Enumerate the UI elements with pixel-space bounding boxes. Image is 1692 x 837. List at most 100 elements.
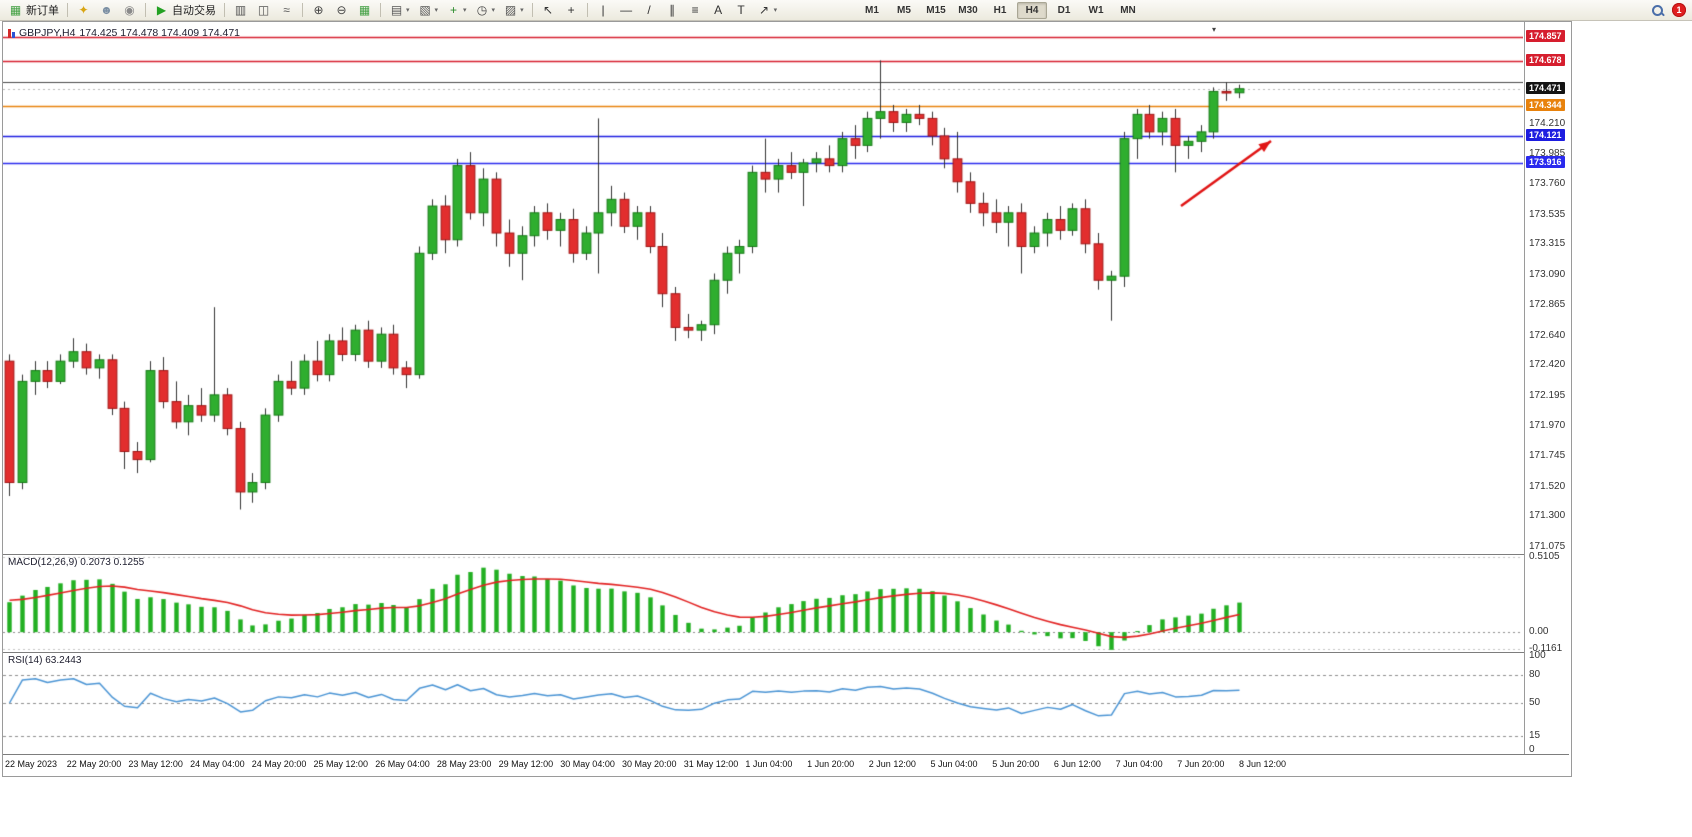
templates-icon: ▨	[504, 3, 517, 17]
price-tick-label: 171.745	[1529, 450, 1566, 462]
profiles-button[interactable]: ▧ ▾	[414, 0, 443, 20]
price-tick-label: 173.760	[1529, 178, 1566, 190]
horizontal-line-icon: —	[620, 3, 633, 17]
templates-button[interactable]: ▨ ▾	[499, 0, 528, 20]
price-tick-label: 174.210	[1529, 117, 1566, 129]
trendline-button[interactable]: /	[638, 0, 661, 20]
timeframe-m15-button[interactable]: M15	[926, 4, 946, 16]
person-icon-icon: ☻	[100, 3, 113, 17]
new-chart-icon: ▤	[390, 3, 403, 17]
rsi-tick-label: 100	[1529, 650, 1546, 661]
timeframe-mn-button[interactable]: MN	[1120, 4, 1136, 16]
time-axis-label: 24 May 04:00	[190, 759, 245, 769]
price-scale[interactable]: 174.210 173.985 173.760 173.535 173.315 173.0…	[1524, 22, 1571, 755]
zoom-out-button[interactable]: ⊖	[330, 0, 353, 20]
toolbar-separator	[380, 3, 381, 17]
vertical-line-button[interactable]: |	[592, 0, 615, 20]
bar-chart-icon: ▥	[234, 3, 247, 17]
cursor-button[interactable]: ↖	[537, 0, 560, 20]
horizontal-line-button[interactable]: —	[615, 0, 638, 20]
symbol-icon	[8, 28, 15, 38]
bar-chart-button[interactable]: ▥	[229, 0, 252, 20]
line-chart-button[interactable]: ≈	[275, 0, 298, 20]
dropdown-caret-icon: ▾	[434, 7, 439, 14]
time-axis-label: 29 May 12:00	[498, 759, 554, 769]
refresh-icon-button[interactable]: ◉	[118, 0, 141, 20]
channel-button[interactable]: ∥	[661, 0, 684, 20]
time-axis-label: 30 May 04:00	[560, 759, 615, 769]
timeframe-m5-button[interactable]: M5	[897, 4, 911, 16]
lightbulb-icon-icon: ✦	[78, 3, 89, 17]
price-tick-label: 172.865	[1529, 299, 1566, 311]
rsi-indicator-canvas[interactable]	[3, 653, 1523, 753]
dropdown-caret-icon: ▾	[520, 7, 524, 14]
timeframe-w1-button[interactable]: W1	[1088, 4, 1104, 16]
timeframe-d1-button[interactable]: D1	[1057, 4, 1071, 16]
rsi-tick-label: 80	[1529, 668, 1541, 680]
arrows-button[interactable]: ↗ ▾	[753, 0, 782, 20]
person-icon-button[interactable]: ☻	[95, 0, 118, 20]
fibonacci-button[interactable]: ≡	[684, 0, 707, 20]
rsi-indicator-label: RSI(14) 63.2443	[8, 655, 82, 666]
timeframe-m30-button[interactable]: M30	[958, 4, 978, 16]
price-chart-canvas[interactable]	[3, 24, 1523, 554]
price-tick-label: 172.195	[1529, 389, 1566, 401]
rsi-tick-label: 50	[1529, 697, 1541, 708]
macd-indicator-canvas[interactable]	[3, 555, 1523, 652]
chart-title-symbol: GBPJPY,H4	[19, 27, 76, 39]
notification-badge[interactable]: 1	[1672, 3, 1686, 17]
text-button[interactable]: A	[707, 0, 730, 20]
time-axis-label: 2 Jun 12:00	[868, 759, 916, 769]
time-axis-label: 30 May 20:00	[622, 759, 677, 769]
periods-button[interactable]: ◷ ▾	[471, 0, 500, 20]
pane-separator[interactable]	[3, 554, 1524, 555]
text-icon: A	[714, 3, 723, 17]
autotrading-button[interactable]: ▶ 自动交易	[150, 0, 220, 20]
toolbar: ▦ 新订单 ✦ ☻ ◉ ▶ 自动交易 ▥ ◫ ≈ ⊕ ⊖ ▦ ▤ ▾ ▧ ▾ + ▾ ◷ ▾ ▨ ▾ ↖ + | — / ∥ ≡ A T ↗ ▾ …	[0, 0, 1692, 21]
vertical-line-icon: |	[601, 3, 605, 17]
chart-window: GBPJPY,H4 174.425 174.478 174.409 174.47…	[2, 21, 1572, 777]
toolbar-separator	[224, 3, 225, 17]
price-level-badge: 174.857	[1526, 29, 1565, 42]
new-chart-button[interactable]: ▤ ▾	[385, 0, 414, 20]
time-axis-label: 5 Jun 04:00	[930, 759, 978, 769]
candlestick-chart-button[interactable]: ◫	[252, 0, 275, 20]
rsi-tick-label: 15	[1529, 729, 1541, 741]
timeframe-h4-button[interactable]: H4	[1017, 1, 1047, 19]
autotrading-icon: ▶	[156, 3, 167, 17]
tile-windows-icon: ▦	[358, 3, 371, 17]
pane-separator[interactable]	[3, 652, 1524, 653]
new-order-icon: ▦	[9, 3, 22, 17]
trendline-icon: /	[647, 3, 651, 17]
indicators-button[interactable]: + ▾	[442, 0, 471, 20]
timeframe-m1-button[interactable]: M1	[865, 4, 879, 16]
tile-windows-button[interactable]: ▦	[353, 0, 376, 20]
new-order-button[interactable]: ▦ 新订单	[4, 0, 63, 20]
refresh-icon-icon: ◉	[124, 3, 135, 17]
time-axis[interactable]: 22 May 2023 22 May 20:00 23 May 12:00 24 Ma…	[3, 754, 1569, 776]
toolbar-separator	[302, 3, 303, 17]
price-level-badge: 174.471	[1526, 81, 1565, 94]
time-axis-label: 22 May 20:00	[66, 759, 122, 769]
price-tick-label: 171.300	[1529, 510, 1566, 522]
zoom-in-button[interactable]: ⊕	[307, 0, 330, 20]
price-tick-label: 172.640	[1529, 329, 1566, 341]
chart-shift-marker-icon[interactable]: ▾	[1212, 25, 1217, 34]
crosshair-button[interactable]: +	[560, 0, 583, 20]
search-icon[interactable]	[1651, 4, 1664, 17]
price-tick-label: 173.985	[1529, 148, 1566, 160]
time-axis-label: 6 Jun 12:00	[1053, 759, 1101, 769]
periods-icon: ◷	[476, 3, 488, 17]
time-axis-label: 7 Jun 20:00	[1177, 759, 1225, 769]
toolbar-separator	[145, 3, 146, 17]
lightbulb-icon-button[interactable]: ✦	[72, 0, 95, 20]
price-level-badge: 174.121	[1526, 128, 1565, 141]
fibonacci-icon: ≡	[691, 3, 699, 17]
time-axis-label: 25 May 12:00	[313, 759, 369, 769]
time-axis-label: 1 Jun 04:00	[745, 759, 793, 769]
indicators-icon: +	[450, 3, 458, 17]
label-button[interactable]: T	[730, 0, 753, 20]
macd-indicator-label: MACD(12,26,9) 0.2073 0.1255	[8, 557, 145, 568]
timeframe-h1-button[interactable]: H1	[993, 4, 1007, 16]
